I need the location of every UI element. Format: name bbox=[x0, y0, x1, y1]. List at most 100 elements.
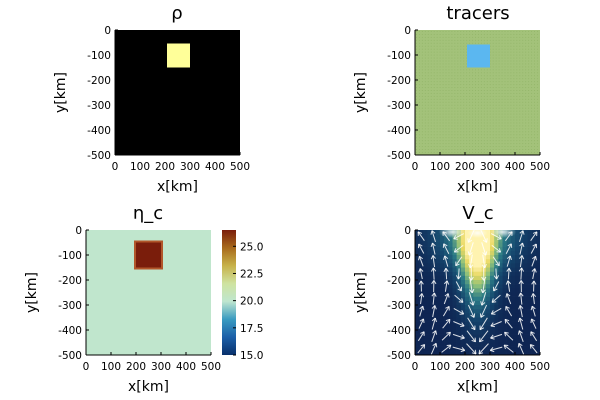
tracer-point bbox=[516, 128, 518, 130]
velocity-cell bbox=[527, 230, 532, 235]
tracer-point bbox=[439, 84, 441, 86]
velocity-cell bbox=[456, 238, 462, 243]
tracer-point bbox=[536, 57, 538, 59]
tracer-point bbox=[528, 134, 530, 136]
tracer-point bbox=[536, 119, 538, 121]
tracer-point bbox=[495, 95, 497, 97]
tracer-point bbox=[466, 75, 468, 77]
tracer-point bbox=[460, 125, 462, 127]
y-tick-label: 0 bbox=[404, 225, 411, 237]
tracer-point bbox=[466, 113, 468, 115]
tracer-point bbox=[427, 98, 429, 100]
quiver-arrow bbox=[442, 231, 451, 242]
x-tick-label: 200 bbox=[455, 361, 475, 373]
x-tick-label: 200 bbox=[155, 161, 175, 173]
tracer-point bbox=[445, 119, 447, 121]
tracer-point bbox=[463, 113, 465, 115]
quiver-head bbox=[484, 263, 487, 269]
tracer-point bbox=[507, 63, 509, 65]
tracer-point bbox=[495, 75, 497, 77]
quiver-head bbox=[453, 248, 457, 253]
tracer-point bbox=[480, 143, 482, 145]
tracer-point bbox=[528, 31, 530, 32]
tracer-point bbox=[534, 119, 535, 121]
velocity-cell bbox=[469, 280, 474, 285]
tracer-point bbox=[427, 113, 429, 115]
tracer-point bbox=[501, 57, 503, 59]
tracer-point bbox=[507, 92, 509, 94]
tracer-point bbox=[489, 110, 491, 112]
tracer-point bbox=[439, 51, 441, 53]
tracer-point bbox=[534, 51, 535, 53]
velocity-cell bbox=[515, 230, 520, 235]
tracer-point bbox=[469, 125, 471, 127]
tracer-point bbox=[525, 146, 527, 148]
tracer-point bbox=[510, 110, 512, 112]
tracer-point bbox=[433, 140, 435, 142]
velocity-cell bbox=[523, 271, 528, 277]
tracer-point bbox=[442, 54, 444, 56]
tracer-point bbox=[510, 137, 512, 139]
velocity-cell bbox=[510, 267, 516, 272]
tracer-point bbox=[492, 98, 494, 100]
tracer-point bbox=[510, 146, 512, 148]
tracer-point bbox=[439, 36, 441, 38]
tracer-point bbox=[477, 78, 479, 80]
velocity-cell bbox=[494, 292, 499, 297]
tracer-point bbox=[480, 92, 482, 94]
tracer-point bbox=[469, 92, 471, 94]
tracer-point bbox=[525, 149, 527, 150]
velocity-cell bbox=[452, 325, 457, 331]
tracer-point bbox=[448, 140, 450, 142]
tracer-point bbox=[416, 69, 417, 71]
tracer-point bbox=[489, 78, 491, 80]
velocity-cell bbox=[510, 346, 516, 352]
tracer-point bbox=[504, 113, 506, 115]
tracer-point bbox=[495, 45, 497, 47]
tracer-point bbox=[510, 69, 512, 71]
tracer-point bbox=[424, 110, 426, 112]
velocity-cell bbox=[419, 338, 424, 343]
tracer-point bbox=[445, 39, 447, 41]
tracer-point bbox=[430, 146, 432, 148]
velocity-cell bbox=[510, 330, 516, 335]
tracer-point bbox=[451, 151, 453, 153]
tracer-point bbox=[448, 69, 450, 71]
tracer-point bbox=[510, 116, 512, 118]
velocity-cell bbox=[473, 288, 478, 293]
tracer-point bbox=[516, 143, 518, 145]
tracer-point bbox=[486, 42, 488, 44]
tracer-point bbox=[492, 36, 494, 38]
tracer-point bbox=[501, 60, 503, 62]
quiver-head bbox=[459, 325, 465, 328]
tracer-point bbox=[480, 134, 482, 136]
velocity-cell bbox=[460, 242, 466, 247]
velocity-cell bbox=[460, 309, 466, 314]
velocity-cell bbox=[460, 255, 466, 260]
tracer-point bbox=[430, 151, 432, 153]
velocity-cell bbox=[535, 296, 540, 302]
tracer-point bbox=[489, 72, 491, 74]
tracer-point bbox=[477, 137, 479, 139]
tracer-point bbox=[489, 51, 491, 53]
tracer-point bbox=[436, 45, 438, 47]
tracer-point bbox=[534, 48, 535, 50]
tracer-point bbox=[492, 140, 494, 142]
tracer-point bbox=[516, 104, 518, 106]
tracer-point bbox=[483, 116, 485, 118]
tracer-point bbox=[525, 69, 527, 71]
velocity-cell bbox=[510, 259, 516, 264]
velocity-cell bbox=[452, 284, 457, 289]
tracer-point bbox=[430, 72, 432, 74]
tracer-point bbox=[460, 92, 462, 94]
quiver-head bbox=[532, 255, 536, 260]
tracer-point bbox=[466, 137, 468, 139]
tracer-point bbox=[522, 60, 524, 62]
velocity-cell bbox=[527, 296, 532, 302]
tracer-point bbox=[531, 75, 533, 77]
tracer-point bbox=[442, 98, 444, 100]
quiver-head bbox=[506, 293, 511, 297]
tracer-point bbox=[448, 116, 450, 118]
velocity-cell bbox=[506, 342, 512, 347]
velocity-cell bbox=[427, 246, 432, 252]
